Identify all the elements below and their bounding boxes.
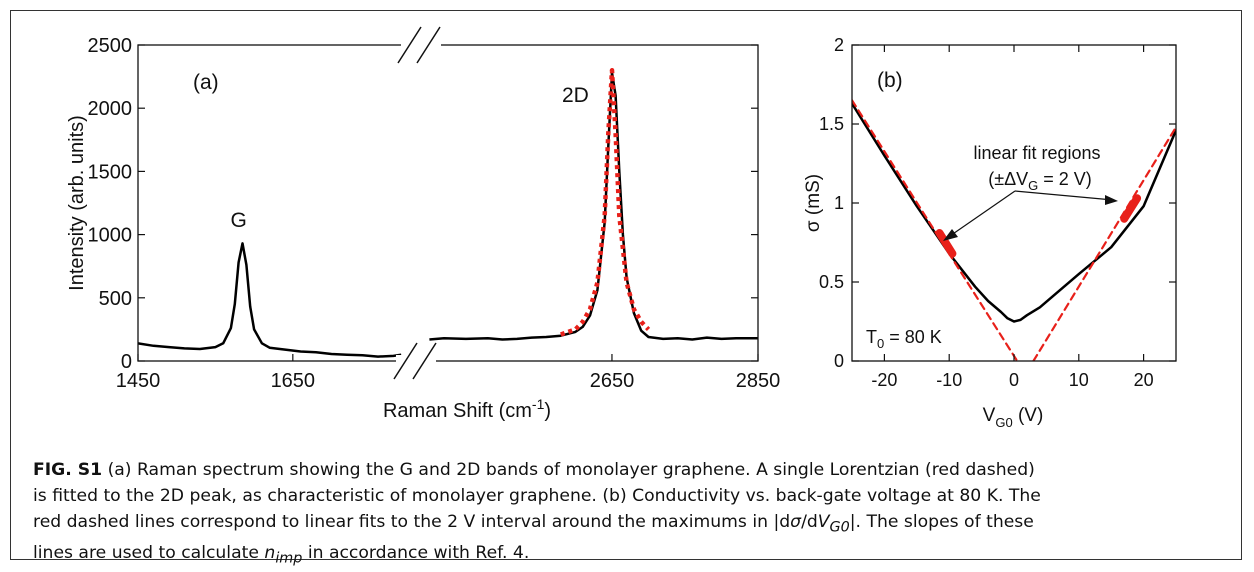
panel-b-x-tick-label: -10 xyxy=(936,370,962,390)
panel-a-y-tick-label: 0 xyxy=(121,351,132,373)
caption-line-3: red dashed lines correspond to linear fi… xyxy=(33,509,1243,540)
caption-text-3c: |. The slopes of these xyxy=(849,512,1034,532)
linear-fit-region-segment xyxy=(935,229,957,258)
panel-a-y-ticks: 0 500 1000 1500 2000 2500 xyxy=(88,35,758,373)
panel-b-x-axis-label: VG0 (V) xyxy=(983,405,1044,430)
panel-b-y-tick-label: 0.5 xyxy=(819,272,844,292)
panel-a-y-tick-label: 2500 xyxy=(88,35,133,57)
annotation-linear-fit-interval: (±ΔVG = 2 V) xyxy=(988,169,1092,193)
panel-a-axis-break-top-right xyxy=(416,26,441,64)
panel-a-y-tick-label: 2000 xyxy=(88,98,133,120)
caption-text-1: (a) Raman spectrum showing the G and 2D … xyxy=(102,460,1035,480)
caption-n-sub: imp xyxy=(275,550,303,567)
panel-a-series-layer xyxy=(138,68,758,358)
caption-v: V xyxy=(817,512,830,532)
panel-a-x-tick-label: 1650 xyxy=(271,370,316,392)
panel-b-y-tick-label: 2 xyxy=(834,35,844,55)
panel-b-y-axis-label: σ (mS) xyxy=(803,174,824,232)
panel-a-x-tick-label: 1450 xyxy=(116,370,161,392)
panel-b-y-ticks: 0 0.5 1 1.5 2 xyxy=(819,35,1176,371)
raman-spectrum-line xyxy=(138,242,402,358)
panel-b-x-ticks: -20 -10 0 10 20 xyxy=(871,45,1154,390)
linear-fit-region-segment xyxy=(1120,194,1142,223)
panel-b-x-tick-label: 20 xyxy=(1134,370,1154,390)
annotation-2d-band: 2D xyxy=(562,84,589,107)
caption-figure-label: FIG. S1 xyxy=(33,460,103,480)
panel-b-label: (b) xyxy=(877,69,903,92)
panel-a-label: (a) xyxy=(193,71,219,94)
caption-line-4: lines are used to calculate nimp in acco… xyxy=(33,540,1243,571)
panel-b-x-tick-label: 10 xyxy=(1069,370,1089,390)
panel-b-x-tick-label: -20 xyxy=(871,370,897,390)
panel-b-y-tick-label: 0 xyxy=(834,351,844,371)
panel-b-y-tick-label: 1 xyxy=(834,193,844,213)
caption-text-3b: /d xyxy=(801,512,818,532)
panel-a-x-axis-label: Raman Shift (cm-1) xyxy=(383,396,551,422)
annotation-arrow-right-line xyxy=(1014,190,1114,201)
caption-line-2: is fitted to the 2D peak, as characteris… xyxy=(33,486,1041,506)
caption-n: n xyxy=(264,543,276,564)
panel-a-y-tick-label: 1500 xyxy=(88,161,133,183)
figure-caption: FIG. S1 (a) Raman spectrum showing the G… xyxy=(33,457,1243,572)
panel-a-y-tick-label: 1000 xyxy=(88,225,133,247)
annotation-arrow-right-head xyxy=(1105,195,1118,205)
caption-v-sub: G0 xyxy=(829,519,850,536)
panel-b-y-tick-label: 1.5 xyxy=(819,114,844,134)
panel-a-axes-box xyxy=(137,44,759,362)
annotation-arrow-left-line xyxy=(946,190,1016,239)
linear-fit-dashed-line xyxy=(1032,126,1176,361)
linear-fit-dashed-line xyxy=(852,99,1019,361)
panel-a-x-tick-label: 2650 xyxy=(590,370,635,392)
panel-b-axes-box xyxy=(851,44,1177,362)
panel-a: 0 500 1000 1500 2000 2500 1450 1650 2650 2850 (a… xyxy=(66,26,781,422)
panel-a-axis-break-bottom-left xyxy=(393,342,418,380)
figure-frame: 0 500 1000 1500 2000 2500 1450 1650 2650 2850 (a… xyxy=(10,10,1242,567)
panel-a-x-ticks: 1450 1650 2650 2850 xyxy=(116,354,781,392)
panel-a-x-tick-label: 2850 xyxy=(736,370,781,392)
raman-2d-lorentzian-fit xyxy=(560,68,651,337)
caption-line-1: FIG. S1 (a) Raman spectrum showing the G… xyxy=(33,457,1243,483)
caption-text-4b: in accordance with Ref. 4. xyxy=(302,543,530,564)
panel-b: 0 0.5 1 1.5 2 -20 -10 0 10 20 (b) linear fit reg… xyxy=(803,35,1177,430)
panel-b-series-layer xyxy=(852,99,1176,361)
panel-a-y-tick-label: 500 xyxy=(99,288,132,310)
annotation-linear-fit-title: linear fit regions xyxy=(973,143,1100,163)
temperature-label: T0 = 80 K xyxy=(866,327,942,351)
caption-text-4a: lines are used to calculate xyxy=(33,543,265,564)
caption-text-3a: red dashed lines correspond to linear fi… xyxy=(33,512,791,532)
panel-a-axis-break-top-left xyxy=(397,26,422,64)
panel-a-y-axis-label: Intensity (arb. units) xyxy=(66,115,88,291)
panel-a-axis-break-bottom-right xyxy=(412,342,437,380)
annotation-g-band: G xyxy=(230,209,246,232)
caption-sigma: σ xyxy=(790,512,802,532)
panel-b-x-tick-label: 0 xyxy=(1009,370,1019,390)
annotation-arrow-left-head xyxy=(943,229,958,241)
